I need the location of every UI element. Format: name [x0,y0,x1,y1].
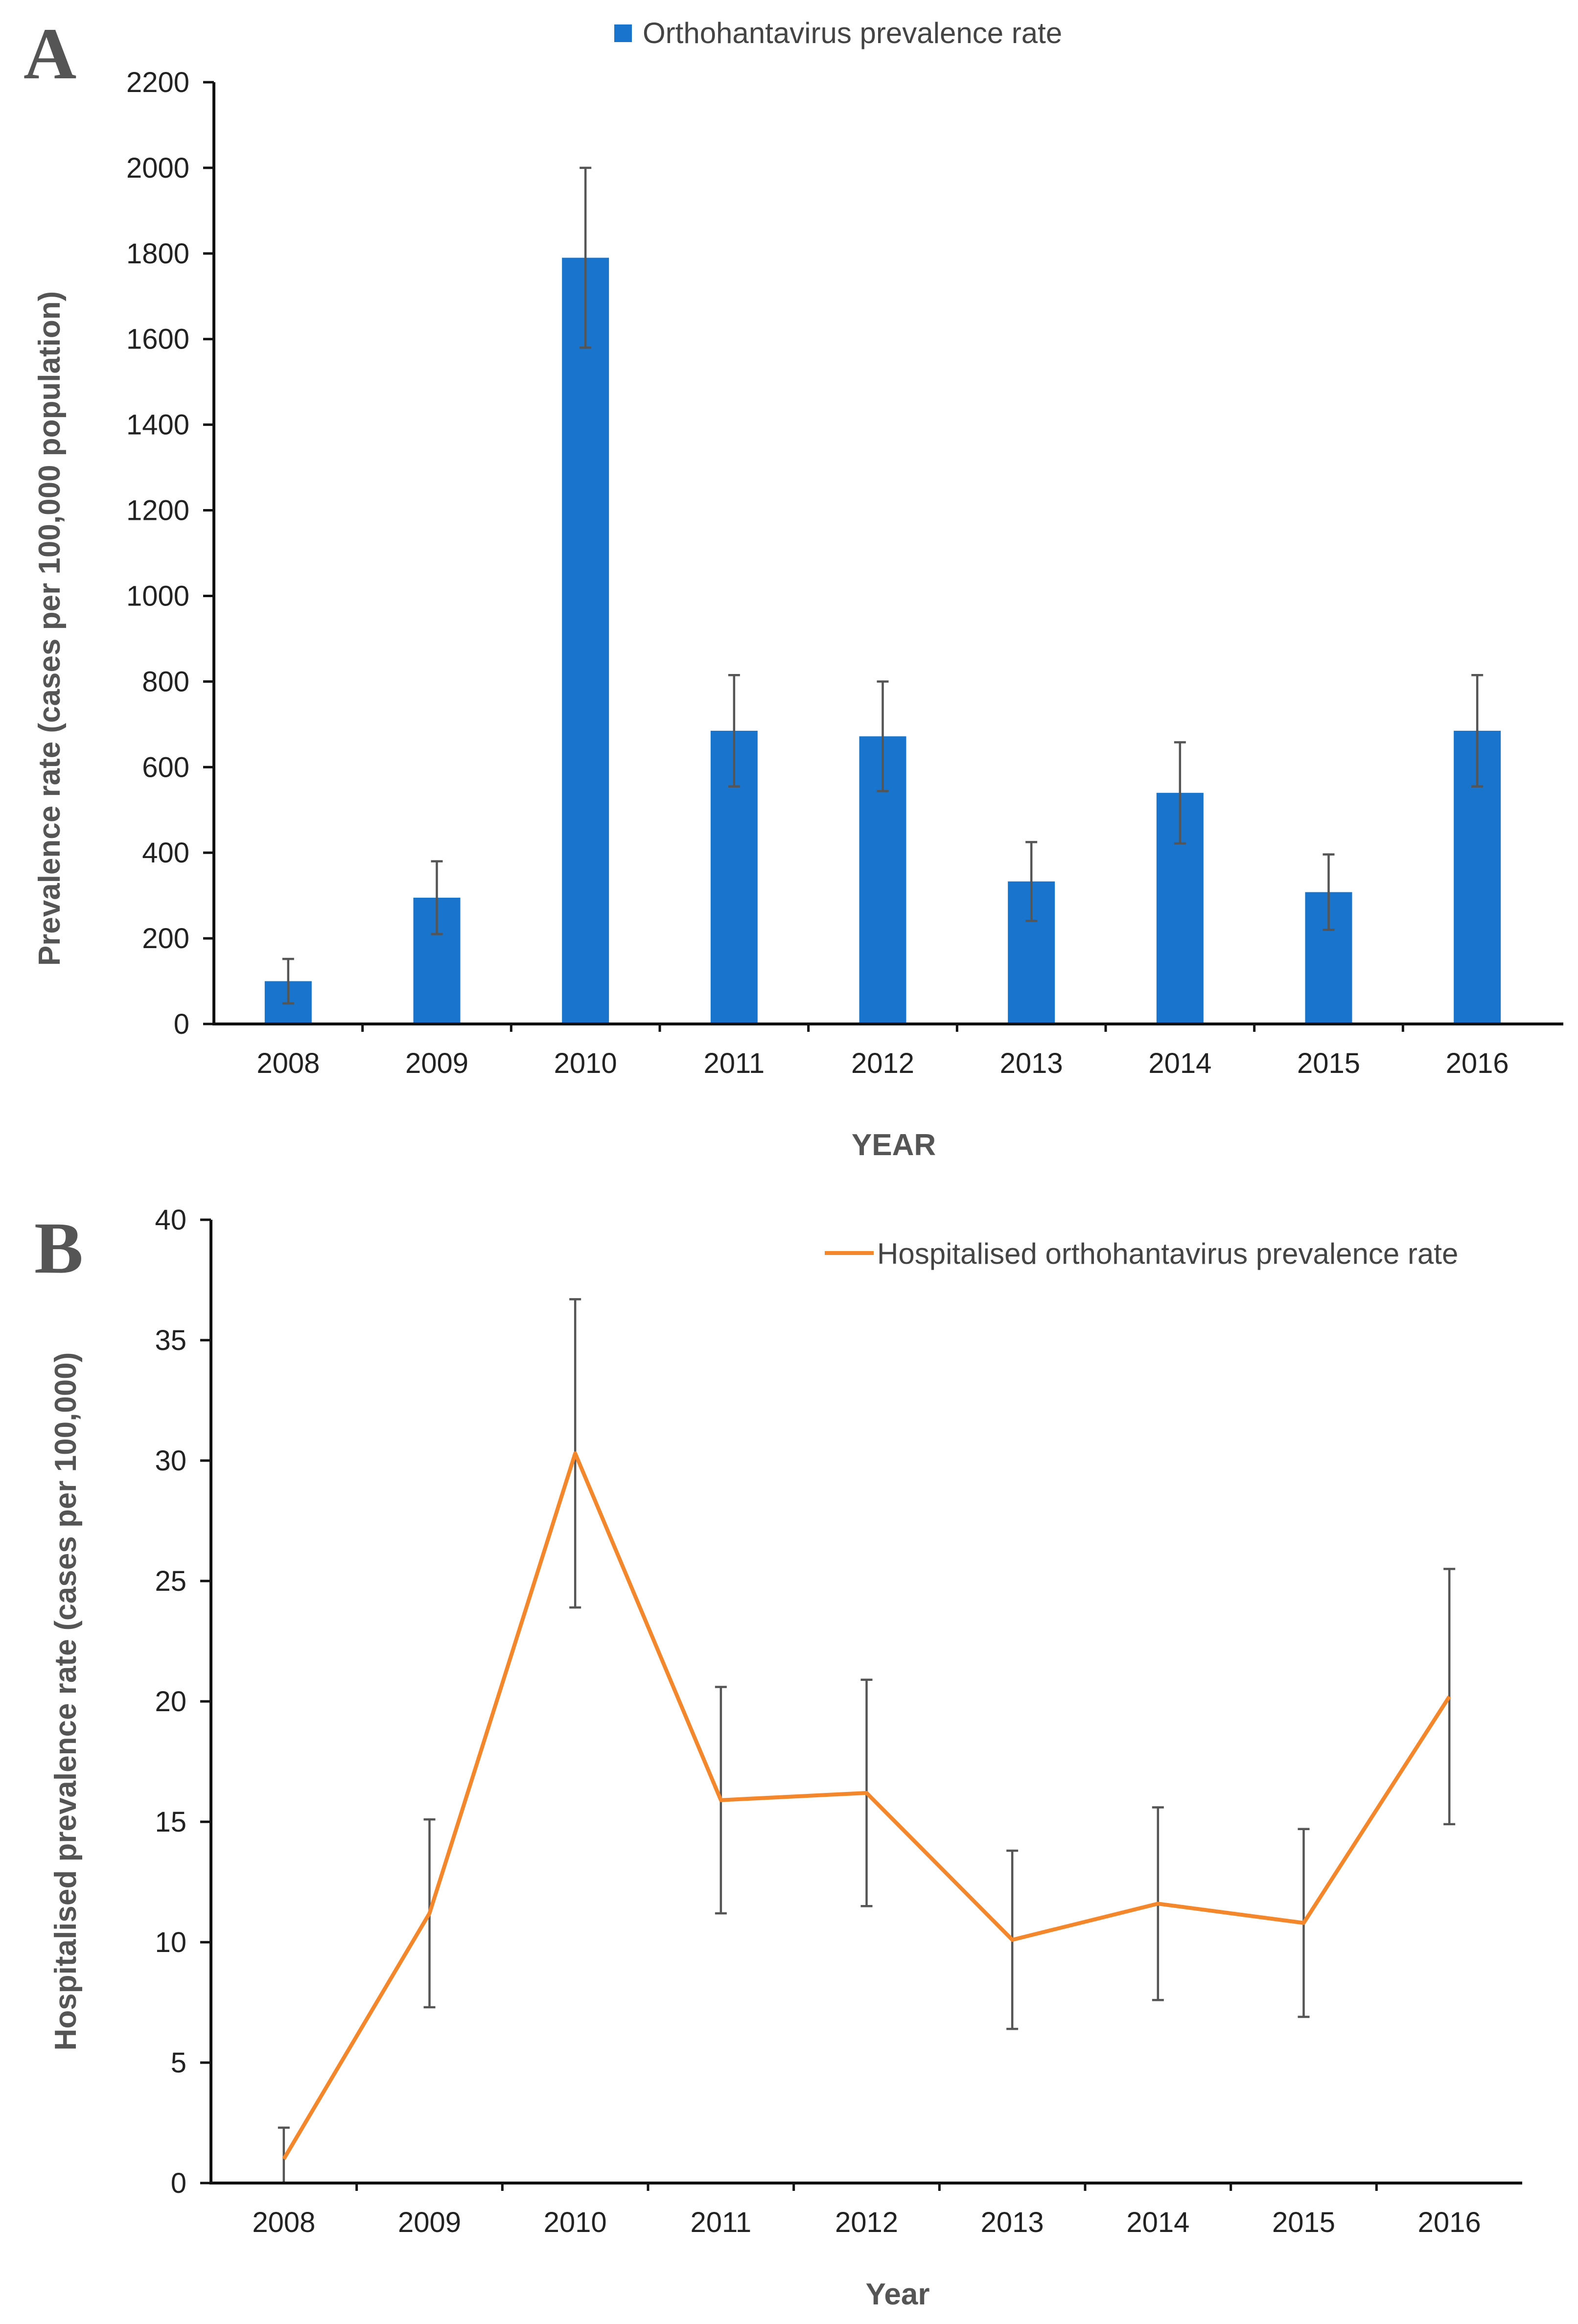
y-tick-label: 10 [155,1927,186,1958]
panel-a-y-ticks: 0 200 400 600 800 1000 1200 1400 1600 1800 2000 220… [126,67,214,1040]
x-tick-label: 2016 [1418,2207,1481,2238]
y-tick-label: 40 [155,1204,186,1236]
panel-b-y-axis-title: Hospitalised prevalence rate (cases per … [49,1352,83,2051]
bar [562,257,609,1024]
y-tick-label: 1600 [126,324,189,355]
panel-a-legend-swatch [614,24,632,42]
y-tick-label: 600 [142,751,189,783]
x-tick-label: 2014 [1148,1047,1211,1079]
x-tick-label: 2009 [398,2207,461,2238]
panel-a-legend: Orthohantavirus prevalence rate [614,17,1062,49]
panel-a-error-bars [282,166,1484,1005]
y-tick-label: 2000 [126,152,189,184]
x-tick-label: 2013 [1000,1047,1063,1079]
panel-a-legend-label: Orthohantavirus prevalence rate [643,17,1062,49]
x-tick-label: 2012 [851,1047,914,1079]
panel-b-line-chart: B Hospitalised orthohantavirus prevalenc… [34,1204,1522,2311]
panel-a-x-ticks: 2008 2009 2010 2011 2012 2013 2014 2015 2016 [256,1024,1509,1079]
x-tick-label: 2015 [1297,1047,1360,1079]
panel-b-legend: Hospitalised orthohantavirus prevalence … [825,1237,1458,1270]
y-tick-label: 400 [142,837,189,869]
panel-b-letter: B [34,1208,83,1289]
x-tick-label: 2009 [405,1047,468,1079]
panel-a-bar-chart: A Orthohantavirus prevalence rate 0 200 40… [23,13,1563,1162]
panel-b-y-ticks: 0 5 10 15 20 25 30 35 40 [155,1204,211,2199]
panel-a-y-axis-title: Prevalence rate (cases per 100,000 popul… [33,291,67,966]
panel-b-x-ticks: 2008 2009 2010 2011 2012 2013 2014 2015 2016 [252,2183,1481,2238]
x-tick-label: 2010 [544,2207,607,2238]
y-tick-label: 20 [155,1686,186,1718]
y-tick-label: 2200 [126,67,189,98]
y-tick-label: 1000 [126,580,189,612]
panel-b-legend-label: Hospitalised orthohantavirus prevalence … [877,1237,1458,1270]
x-tick-label: 2008 [256,1047,320,1079]
y-tick-label: 1800 [126,238,189,270]
y-tick-label: 25 [155,1565,186,1597]
panel-a-letter: A [23,13,76,94]
x-tick-label: 2016 [1446,1047,1509,1079]
y-tick-label: 30 [155,1445,186,1477]
y-tick-label: 1400 [126,409,189,441]
y-tick-label: 1200 [126,495,189,527]
y-tick-label: 15 [155,1806,186,1838]
x-tick-label: 2010 [554,1047,617,1079]
x-tick-label: 2012 [835,2207,898,2238]
y-tick-label: 35 [155,1325,186,1356]
panel-a-x-axis-title: YEAR [852,1128,936,1162]
y-tick-label: 0 [171,2167,186,2199]
panel-b-series-line [282,1451,1451,2160]
x-tick-label: 2008 [252,2207,315,2238]
y-tick-label: 0 [174,1008,189,1040]
x-tick-label: 2014 [1126,2207,1189,2238]
y-tick-label: 200 [142,923,189,954]
x-tick-label: 2013 [981,2207,1044,2238]
panel-b-x-axis-title: Year [865,2278,929,2311]
y-tick-label: 800 [142,666,189,697]
x-tick-label: 2015 [1272,2207,1335,2238]
x-tick-label: 2011 [690,2207,751,2238]
y-tick-label: 5 [171,2047,186,2079]
x-tick-label: 2011 [703,1047,765,1079]
